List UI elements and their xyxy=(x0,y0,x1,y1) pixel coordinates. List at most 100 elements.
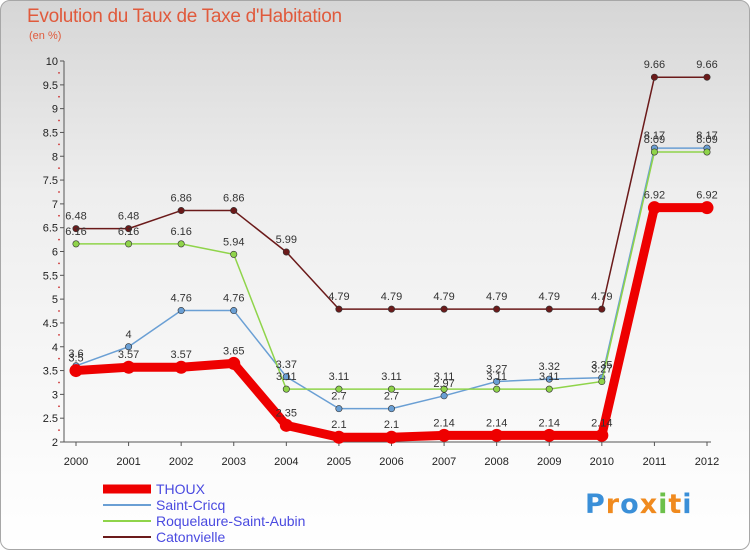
series-line-thoux xyxy=(71,203,712,442)
data-label: 3.11 xyxy=(539,371,560,383)
data-point xyxy=(335,385,343,393)
logo-letter: i xyxy=(658,489,669,520)
x-tick-label: 2010 xyxy=(590,456,614,468)
y-minor-tick xyxy=(58,357,60,360)
data-label: 3.11 xyxy=(276,371,297,383)
data-point xyxy=(598,305,606,313)
data-label: 3.32 xyxy=(539,361,560,373)
data-point xyxy=(385,430,398,444)
legend-label: THOUX xyxy=(156,481,206,497)
data-label: 9.66 xyxy=(644,59,665,71)
x-tick-label: 2001 xyxy=(116,456,140,468)
y-tick-label: 8 xyxy=(52,151,58,163)
x-tick-label: 2006 xyxy=(379,456,403,468)
data-point xyxy=(335,305,343,313)
data-label: 4 xyxy=(126,329,132,341)
data-label: 3.27 xyxy=(591,364,612,376)
data-point xyxy=(650,73,658,81)
x-tick-label: 2005 xyxy=(327,456,351,468)
y-minor-tick xyxy=(58,405,60,408)
y-tick-label: 6 xyxy=(52,247,58,259)
legend-label: Roquelaure-Saint-Aubin xyxy=(156,513,305,529)
data-point xyxy=(700,201,714,215)
y-minor-tick xyxy=(58,429,60,431)
data-label: 4.79 xyxy=(381,291,402,303)
data-point xyxy=(230,307,238,315)
data-point xyxy=(598,378,606,386)
data-point xyxy=(650,148,658,156)
data-point xyxy=(230,250,238,258)
logo-letter: x xyxy=(639,489,659,520)
logo-letter: r xyxy=(605,489,621,520)
data-label: 4.79 xyxy=(328,291,349,303)
y-tick-label: 5.5 xyxy=(43,270,58,282)
data-point xyxy=(545,385,553,393)
data-point xyxy=(703,73,711,81)
series-layer xyxy=(69,73,714,444)
data-point xyxy=(177,240,185,248)
data-point xyxy=(125,343,133,351)
data-point xyxy=(282,373,290,381)
data-label: 3.11 xyxy=(434,371,455,383)
data-label: 8.09 xyxy=(644,134,665,146)
legend-label: Saint-Cricq xyxy=(156,497,225,513)
x-tick-label: 2008 xyxy=(484,456,508,468)
data-point xyxy=(490,428,504,442)
data-label: 3.11 xyxy=(486,371,507,383)
data-label: 8.17 xyxy=(644,130,665,142)
legend-label: Catonvielle xyxy=(156,529,225,545)
data-label: 4.79 xyxy=(433,291,454,303)
data-label: 9.66 xyxy=(696,59,717,71)
y-tick-label: 7 xyxy=(52,199,58,211)
data-point xyxy=(703,148,711,156)
data-point xyxy=(387,385,395,393)
data-label: 4.79 xyxy=(486,291,507,303)
y-tick-label: 10 xyxy=(46,56,58,68)
data-label: 3.11 xyxy=(381,371,402,383)
data-point xyxy=(227,356,241,370)
data-label: 2.14 xyxy=(433,417,454,429)
data-label: 6.16 xyxy=(170,226,191,238)
data-label: 2.14 xyxy=(486,417,507,429)
y-tick-label: 2.5 xyxy=(43,413,58,425)
data-point xyxy=(279,418,293,432)
data-point xyxy=(545,375,553,383)
y-minor-tick xyxy=(58,119,60,122)
y-tick-label: 4.5 xyxy=(43,318,58,330)
y-minor-tick xyxy=(58,143,60,146)
y-tick-label: 3 xyxy=(52,389,58,401)
data-point xyxy=(125,225,133,233)
x-tick-label: 2003 xyxy=(222,456,246,468)
data-label: 2.14 xyxy=(539,417,560,429)
y-minor-tick xyxy=(58,72,60,74)
data-point xyxy=(177,207,185,215)
y-tick-label: 6.5 xyxy=(43,223,58,235)
logo-letter: o xyxy=(620,489,640,520)
chart-subtitle: (en %) xyxy=(29,30,62,42)
y-minor-tick xyxy=(58,333,60,336)
y-tick-label: 9.5 xyxy=(43,80,58,92)
x-tick-label: 2002 xyxy=(169,456,193,468)
y-minor-tick xyxy=(58,95,60,98)
data-point xyxy=(437,428,451,442)
data-label: 2.7 xyxy=(384,391,399,403)
x-tick-label: 2000 xyxy=(64,456,88,468)
data-point xyxy=(125,240,133,248)
y-minor-tick xyxy=(58,238,60,241)
y-minor-tick xyxy=(58,214,60,217)
data-point xyxy=(493,385,501,393)
data-point xyxy=(440,385,448,393)
data-label: 3.65 xyxy=(223,345,244,357)
data-label: 6.16 xyxy=(118,226,139,238)
data-label: 6.86 xyxy=(170,193,191,205)
data-label: 4.79 xyxy=(539,291,560,303)
y-minor-tick xyxy=(58,381,60,384)
data-point xyxy=(387,405,395,413)
chart-title: Evolution du Taux de Taxe d'Habitation xyxy=(27,6,342,27)
data-point xyxy=(177,307,185,315)
x-tick-label: 2007 xyxy=(432,456,456,468)
data-point xyxy=(69,364,83,378)
data-label: 3.37 xyxy=(276,359,297,371)
data-label: 2.14 xyxy=(591,417,612,429)
